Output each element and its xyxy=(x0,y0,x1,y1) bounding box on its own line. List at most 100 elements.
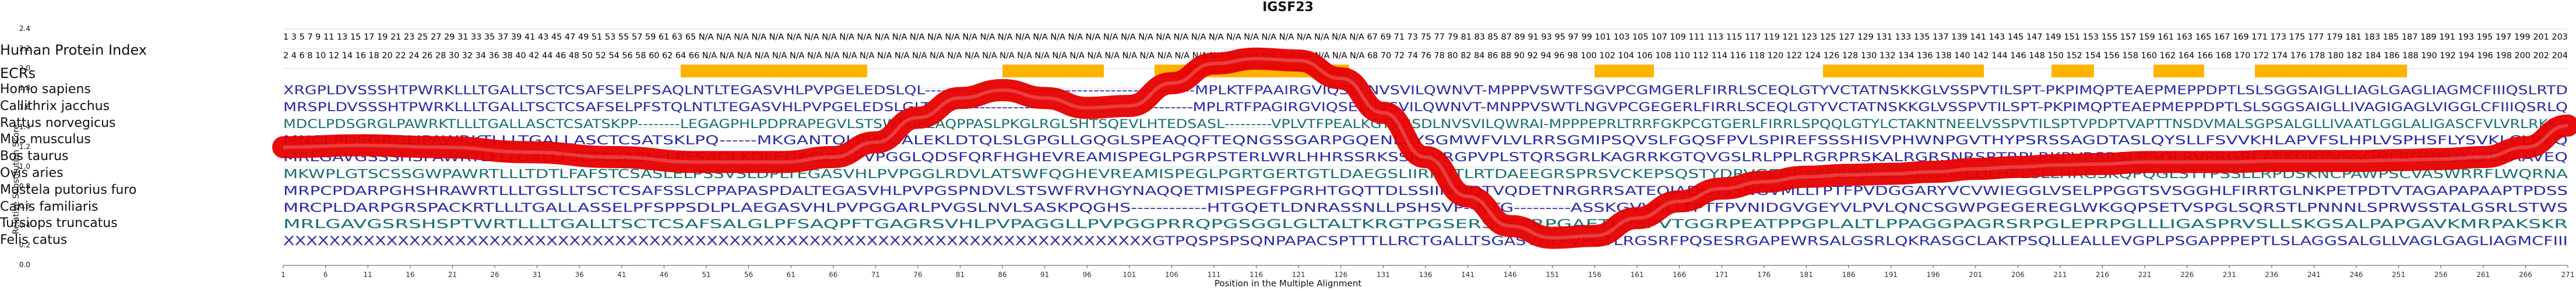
species-sequence-text: MRLGAVGSRSHSPTWRTLLLTGALLTSCTCSAFSALGLPF… xyxy=(283,217,2568,231)
x-tick-label: 41 xyxy=(617,271,626,279)
ecr-bar xyxy=(1002,65,1104,77)
species-sequence-text: MNCLPDSGRGLIPAWRKTLLLTGALLASCTCSATSKLPQ-… xyxy=(283,133,2568,147)
y-tick-label: 2.2 xyxy=(19,44,30,52)
chart-title: IGSF23 xyxy=(1262,0,1314,15)
y-axis-label: Relative Substitution Score xyxy=(12,124,21,235)
x-tick-label: 116 xyxy=(1250,271,1263,279)
x-axis-ticks: 1 6 11 16 21 26 31 36 41 46 51 56 61 66 71 76 81 86 91 96 10… xyxy=(281,265,2574,279)
species-name: Bos taurus xyxy=(0,149,69,164)
x-axis-label: Position in the Multiple Alignment xyxy=(1214,278,1362,289)
x-tick-label: 86 xyxy=(998,271,1007,279)
x-tick-label: 221 xyxy=(2138,271,2152,279)
ecrs-label: ECRs xyxy=(0,65,36,81)
x-tick-label: 31 xyxy=(533,271,541,279)
ecr-bar xyxy=(1823,65,1984,77)
x-tick-label: 61 xyxy=(786,271,795,279)
ecr-bar xyxy=(2254,65,2408,77)
species-name: Felis catus xyxy=(0,233,68,248)
x-tick-label: 91 xyxy=(1040,271,1049,279)
y-tick-label: 2.0 xyxy=(19,63,30,72)
species-name: Rattus norvegicus xyxy=(0,115,116,130)
x-tick-label: 241 xyxy=(2307,271,2321,279)
x-tick-label: 106 xyxy=(1165,271,1178,279)
x-tick-label: 136 xyxy=(1419,271,1433,279)
species-sequence-text: XRGPLDVSSSHTPWRKLLLTGALLTSCTCSAFSELPFSAQ… xyxy=(283,83,2568,97)
ecr-bar xyxy=(1595,65,1654,77)
species-sequence-text: MKWPLGTSCSSGWPAWRTLLLTDTLFAFSTCSASLELPSS… xyxy=(283,167,2568,181)
y-tick-label: 0.6 xyxy=(19,201,30,210)
y-tick-label: 1.2 xyxy=(19,143,30,151)
species-sequence: MRLGAVGSRSHSPTWRTLLLTGALLTSCTCSAFSALGLPF… xyxy=(283,217,2568,231)
x-tick-label: 96 xyxy=(1083,271,1092,279)
x-tick-label: 111 xyxy=(1208,271,1221,279)
x-tick-label: 76 xyxy=(913,271,922,279)
species-sequence: MRLGAVGSSSHSPAWRTLLLTGALLTSCTCSASLELPFSA… xyxy=(283,150,2568,164)
species-sequence: MKWPLGTSCSSGWPAWRTLLLTDTLFAFSTCSASLELPSS… xyxy=(283,167,2568,181)
x-tick-label: 21 xyxy=(448,271,457,279)
species-sequence: MRCPLDARPGRSPACKRTLLLTGALLASSELPFSPPSDLP… xyxy=(283,201,2568,215)
species-sequence-text: MRPCPDARPGHSHRAWRTLLLTGSLLTSCTCSAFSSLCPP… xyxy=(283,184,2568,198)
x-tick-label: 36 xyxy=(575,271,584,279)
species-sequence: MRPCPDARPGHSHRAWRTLLLTGSLLTSCTCSAFSSLCPP… xyxy=(283,184,2568,198)
x-tick-label: 141 xyxy=(1461,271,1474,279)
x-tick-label: 231 xyxy=(2223,271,2236,279)
species-sequence-text: MRSPLDVSSSHTPWRKLLLTGALLTSCTCSAFSELPFSTQ… xyxy=(283,100,2568,114)
x-tick-label: 181 xyxy=(1800,271,1813,279)
x-tick-label: 126 xyxy=(1334,271,1347,279)
x-tick-label: 216 xyxy=(2096,271,2109,279)
species-name: Callithrix jacchus xyxy=(0,98,110,113)
x-tick-label: 71 xyxy=(871,271,880,279)
species-sequence-text: MRCPLDARPGRSPACKRTLLLTGALLASSELPFSPPSDLP… xyxy=(283,201,2568,215)
x-tick-label: 261 xyxy=(2476,271,2490,279)
y-tick-label: 0.8 xyxy=(19,182,30,190)
species-name: Canis familiaris xyxy=(0,199,98,214)
x-tick-label: 236 xyxy=(2265,271,2278,279)
x-tick-label: 101 xyxy=(1122,271,1136,279)
x-tick-label: 161 xyxy=(1631,271,1644,279)
x-tick-label: 121 xyxy=(1292,271,1305,279)
x-tick-label: 56 xyxy=(744,271,753,279)
species-sequence-text: MRLGAVGSSSHSPAWRTLLLTGALLTSCTCSASLELPFSA… xyxy=(283,150,2568,164)
y-tick-label: 1.6 xyxy=(19,103,30,112)
species-sequence: MRSPLDVSSSHTPWRKLLLTGALLTSCTCSAFSELPFSTQ… xyxy=(283,100,2568,114)
species-name: Ovis aries xyxy=(0,166,64,180)
species-sequence: XRGPLDVSSSHTPWRKLLLTGALLTSCTCSAFSELPFSAQ… xyxy=(283,83,2568,97)
species-sequence-text: MDCLPDSGRGLPAWRKTLLLTGALLASCTCSATSKPP---… xyxy=(283,117,2568,131)
y-tick-label: 2.4 xyxy=(19,24,30,33)
x-tick-label: 151 xyxy=(1546,271,1559,279)
x-tick-label: 6 xyxy=(323,271,328,279)
x-tick-label: 226 xyxy=(2180,271,2194,279)
species-sequence: MNCLPDSGRGLIPAWRKTLLLTGALLASCTCSATSKLPQ-… xyxy=(283,133,2568,147)
y-tick-label: 0.0 xyxy=(19,261,30,269)
x-tick-label: 266 xyxy=(2519,271,2532,279)
ecr-bar xyxy=(2153,65,2204,77)
x-tick-label: 211 xyxy=(2053,271,2067,279)
species-name: Mus musculus xyxy=(0,132,91,147)
x-tick-label: 246 xyxy=(2350,271,2363,279)
x-tick-label: 251 xyxy=(2392,271,2405,279)
x-tick-label: 146 xyxy=(1504,271,1517,279)
x-tick-label: 206 xyxy=(2011,271,2025,279)
y-tick-label: 1.4 xyxy=(19,123,30,132)
human-index-row-2: 2 4 6 8 10 12 14 16 18 20 22 24 26 28 30… xyxy=(283,51,2568,61)
x-tick-label: 256 xyxy=(2434,271,2448,279)
y-tick-label: 0.4 xyxy=(19,221,30,230)
species-name: Mustela putorius furo xyxy=(0,182,137,197)
ecr-bar xyxy=(681,65,867,77)
x-tick-label: 51 xyxy=(702,271,710,279)
species-name: Homo sapiens xyxy=(0,82,91,97)
x-tick-label: 26 xyxy=(490,271,499,279)
x-tick-label: 131 xyxy=(1377,271,1390,279)
x-tick-label: 201 xyxy=(1969,271,1982,279)
species-sequence-text: XXXXXXXXXXXXXXXXXXXXXXXXXXXXXXXXXXXXXXXX… xyxy=(283,234,2568,248)
x-tick-label: 166 xyxy=(1673,271,1686,279)
ecr-bar xyxy=(1155,65,1350,77)
human-index-row-1: 1 3 5 7 9 11 13 15 17 19 21 23 25 27 29 … xyxy=(283,33,2568,42)
x-tick-label: 196 xyxy=(1927,271,1940,279)
x-tick-label: 171 xyxy=(1715,271,1729,279)
species-sequence: XXXXXXXXXXXXXXXXXXXXXXXXXXXXXXXXXXXXXXXX… xyxy=(283,234,2568,248)
x-tick-label: 271 xyxy=(2561,271,2575,279)
y-tick-label: 1.0 xyxy=(19,162,30,171)
x-tick-label: 186 xyxy=(1842,271,1855,279)
